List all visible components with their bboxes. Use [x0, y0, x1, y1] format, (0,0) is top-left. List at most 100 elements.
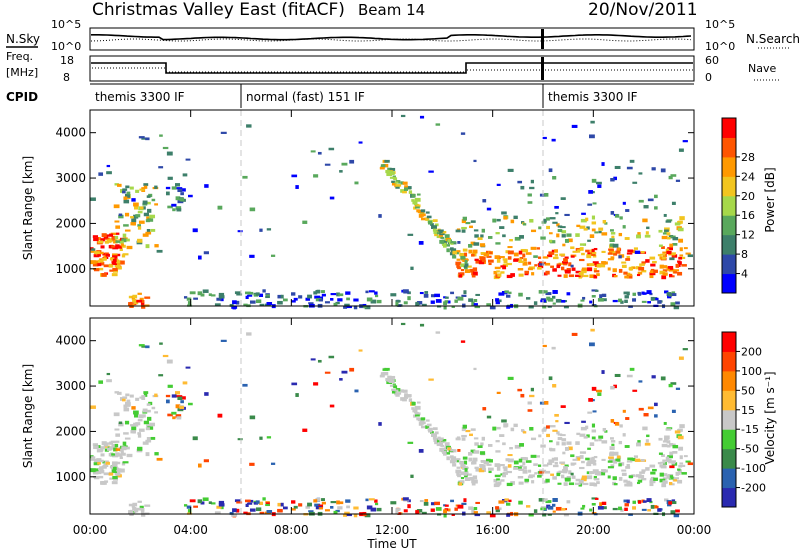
power-cell [477, 237, 483, 240]
power-cell [474, 305, 481, 309]
power-cell [557, 229, 563, 233]
velocity-cell [374, 499, 378, 503]
velocity-heatmap [90, 322, 694, 518]
velocity-cell [625, 417, 630, 420]
velocity-cell [421, 511, 427, 514]
velocity-cell [402, 497, 409, 501]
power-cell [143, 183, 149, 186]
power-cell [613, 176, 617, 181]
power-cell [517, 268, 524, 271]
velocity-cell [144, 504, 151, 507]
velocity-cell [480, 460, 487, 463]
power-cell [419, 115, 425, 119]
power-cell [413, 206, 417, 210]
power-cell [609, 229, 614, 232]
power-cell [154, 185, 158, 189]
velocity-cell [534, 472, 538, 475]
colorbar-swatch [722, 273, 736, 294]
power-cell [636, 234, 641, 239]
power-cell [458, 274, 463, 278]
velocity-cell [407, 441, 414, 444]
velocity-cell [589, 342, 595, 347]
power-cell [587, 252, 592, 255]
date-title: 20/Nov/2011 [588, 0, 698, 20]
power-cell [313, 291, 318, 295]
velocity-cell [335, 509, 340, 513]
velocity-cell [556, 472, 561, 477]
power-cell [577, 249, 581, 253]
velocity-cell [109, 465, 115, 469]
velocity-cell [641, 508, 647, 511]
velocity-cell [537, 475, 542, 478]
velocity-cell [395, 392, 402, 395]
velocity-cell [522, 469, 528, 474]
velocity-cell [366, 505, 373, 510]
power-cell [471, 274, 476, 278]
power-cell [666, 236, 671, 240]
power-cell [561, 230, 567, 234]
velocity-cell [658, 437, 663, 441]
power-cell [480, 252, 487, 255]
power-cell [500, 271, 505, 274]
velocity-cell [101, 441, 107, 446]
power-cell [507, 246, 513, 249]
velocity-cell [391, 389, 397, 394]
power-cell [99, 261, 105, 266]
velocity-cell [495, 509, 500, 513]
power-cell [439, 230, 443, 234]
power-cell [407, 296, 411, 301]
power-cell [479, 243, 486, 247]
power-cell [581, 212, 586, 215]
power-cell [147, 218, 154, 222]
power-cell [123, 196, 128, 200]
velocity-cell [583, 482, 589, 486]
power-heatmap [90, 114, 694, 310]
velocity-cell [561, 442, 566, 446]
velocity-cell [330, 501, 337, 504]
velocity-cell [529, 426, 534, 431]
velocity-cell [415, 414, 420, 417]
power-cell [678, 256, 683, 260]
velocity-cell [527, 475, 533, 479]
velocity-cell [135, 397, 140, 401]
velocity-cell [633, 455, 639, 458]
power-cell [632, 298, 637, 302]
velocity-cell [524, 478, 530, 482]
velocity-cell [623, 479, 628, 483]
power-cell [641, 261, 646, 265]
colorbar-swatch [722, 156, 736, 177]
power-cell [133, 205, 139, 210]
power-cell [180, 188, 186, 192]
power-cell [135, 189, 140, 193]
velocity-cell [533, 509, 538, 513]
power-cell [657, 254, 662, 257]
power-cell [437, 229, 444, 232]
power-cell [592, 202, 597, 205]
power-cell [235, 300, 240, 305]
power-cell [519, 235, 524, 239]
power-cell [106, 171, 112, 175]
velocity-cell [548, 459, 555, 463]
velocity-cell [353, 506, 359, 510]
power-cell [507, 168, 514, 172]
velocity-cell [581, 475, 587, 479]
power-cell [562, 261, 568, 264]
velocity-cell [411, 407, 415, 410]
velocity-cell [661, 454, 665, 458]
velocity-cell [592, 469, 599, 473]
power-cell [674, 222, 681, 226]
velocity-cell [545, 478, 550, 483]
velocity-cell [425, 419, 430, 422]
power-cell [218, 292, 225, 297]
power-cell [243, 303, 248, 307]
velocity-cell [671, 460, 676, 464]
velocity-cell [627, 457, 634, 461]
power-cell [590, 252, 596, 256]
power-cell [575, 233, 580, 237]
velocity-cell [665, 456, 670, 460]
velocity-cell [165, 394, 171, 398]
velocity-cell [580, 507, 585, 510]
velocity-cell [462, 466, 469, 469]
power-cell [434, 223, 439, 227]
